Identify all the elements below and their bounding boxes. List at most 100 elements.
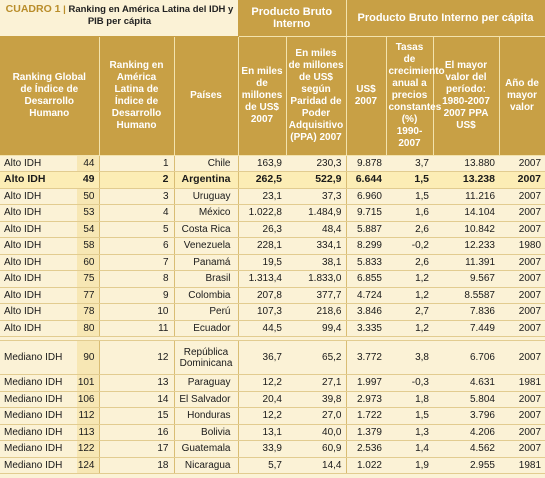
- cell-pais: Colombia: [174, 287, 239, 304]
- cell-anio: 2007: [499, 221, 545, 238]
- cell-anio: 2007: [499, 254, 545, 271]
- cell-pais: México: [174, 204, 239, 222]
- cell-nivel: Mediano IDH: [0, 457, 77, 474]
- table-row: Mediano IDH 101 13 Paraguay 12,2 27,1 1.997 -0,…: [0, 374, 545, 392]
- table-body-alto: Alto IDH 44 1 Chile 163,9 230,3 9.878 3,7 13.880…: [0, 155, 545, 337]
- cell-ranking-global: 58: [77, 237, 100, 255]
- cell-tasa: 2,7: [386, 303, 433, 321]
- cell-ranking-al: 13: [99, 374, 175, 392]
- cell-mayor-valor: 4.206: [433, 424, 499, 441]
- cell-nivel: Alto IDH: [0, 188, 77, 205]
- cell-pais: República Dominicana: [174, 340, 239, 375]
- cell-us2007: 9.878: [346, 155, 386, 172]
- cell-nivel: Mediano IDH: [0, 407, 77, 425]
- cell-mayor-valor: 11.391: [433, 254, 499, 271]
- cell-ranking-global: 60: [77, 254, 100, 271]
- cell-pib: 5,7: [238, 457, 286, 474]
- table-row: Mediano IDH 122 17 Guatemala 33,9 60,9 2.536 1,…: [0, 440, 545, 458]
- cell-tasa: 3,7: [386, 155, 433, 172]
- cell-ranking-global: 54: [77, 221, 100, 238]
- cell-pais: El Salvador: [174, 391, 239, 408]
- cell-pib: 1.022,8: [238, 204, 286, 222]
- cell-ranking-al: 17: [99, 440, 175, 458]
- table-row: Mediano IDH 124 18 Nicaragua 5,7 14,4 1.022 1,9…: [0, 457, 545, 474]
- cell-pib: 13,1: [238, 424, 286, 441]
- cell-nivel: Mediano IDH: [0, 391, 77, 408]
- cell-anio: 2007: [499, 320, 545, 337]
- cell-pib: 12,2: [238, 374, 286, 392]
- cell-ranking-global: 90: [77, 340, 100, 375]
- cell-pib-ppa: 38,1: [286, 254, 347, 271]
- header-pib-ppa: En miles de millones de US$ según Parida…: [286, 36, 347, 156]
- cell-pais: Venezuela: [174, 237, 239, 255]
- cell-pib: 23,1: [238, 188, 286, 205]
- cell-ranking-al: 6: [99, 237, 175, 255]
- cell-ranking-global: 49: [77, 171, 100, 189]
- table-row: Mediano IDH 113 16 Bolivia 13,1 40,0 1.379 1,3 4…: [0, 424, 545, 441]
- cell-tasa: 1,4: [386, 440, 433, 458]
- cell-us2007: 5.887: [346, 221, 386, 238]
- cell-us2007: 3.846: [346, 303, 386, 321]
- cell-tasa: 1,9: [386, 457, 433, 474]
- cell-us2007: 4.724: [346, 287, 386, 304]
- cell-tasa: 1,6: [386, 204, 433, 222]
- cell-ranking-global: 106: [77, 391, 100, 408]
- cell-pib: 20,4: [238, 391, 286, 408]
- cell-tasa: -0,3: [386, 374, 433, 392]
- cell-ranking-global: 53: [77, 204, 100, 222]
- cell-anio: 2007: [499, 270, 545, 288]
- header-paises: Países: [174, 36, 239, 156]
- cell-anio: 2007: [499, 340, 545, 375]
- table-row: Alto IDH 50 3 Uruguay 23,1 37,3 6.960 1,5 11.216…: [0, 188, 545, 205]
- cell-pib-ppa: 39,8: [286, 391, 347, 408]
- cell-pais: Panamá: [174, 254, 239, 271]
- cell-tasa: -0,2: [386, 237, 433, 255]
- cell-mayor-valor: 4.631: [433, 374, 499, 392]
- header-mayor-valor: El mayor valor del período: 1980-2007 20…: [433, 36, 500, 156]
- cell-nivel: Alto IDH: [0, 171, 77, 189]
- cell-mayor-valor: 13.238: [433, 171, 499, 189]
- cell-nivel: Mediano IDH: [0, 440, 77, 458]
- cell-pib-ppa: 37,3: [286, 188, 347, 205]
- cell-ranking-global: 122: [77, 440, 100, 458]
- cell-anio: 1981: [499, 457, 545, 474]
- cell-us2007: 1.379: [346, 424, 386, 441]
- cell-ranking-al: 14: [99, 391, 175, 408]
- table-gap: [0, 336, 545, 341]
- table-row: Mediano IDH 90 12 República Dominicana 36,7 6…: [0, 340, 545, 375]
- cell-nivel: Mediano IDH: [0, 340, 77, 375]
- cell-tasa: 1,5: [386, 188, 433, 205]
- cell-mayor-valor: 13.880: [433, 155, 499, 172]
- cell-tasa: 1,8: [386, 391, 433, 408]
- cell-tasa: 1,5: [386, 407, 433, 425]
- cell-nivel: Alto IDH: [0, 237, 77, 255]
- table-row: Alto IDH 75 8 Brasil 1.313,4 1.833,0 6.855 1,2 9…: [0, 270, 545, 288]
- cell-tasa: 1,5: [386, 171, 433, 189]
- cell-pais: Paraguay: [174, 374, 239, 392]
- caption-label: CUADRO 1: [5, 3, 61, 15]
- cell-anio: 2007: [499, 391, 545, 408]
- cell-ranking-global: 75: [77, 270, 100, 288]
- cell-ranking-al: 8: [99, 270, 175, 288]
- cell-pib-ppa: 60,9: [286, 440, 347, 458]
- cell-us2007: 8.299: [346, 237, 386, 255]
- cell-pib-ppa: 522,9: [286, 171, 347, 189]
- table-row: Alto IDH 49 2 Argentina 262,5 522,9 6.644 1,5 13…: [0, 171, 545, 189]
- cell-us2007: 2.536: [346, 440, 386, 458]
- cell-ranking-al: 10: [99, 303, 175, 321]
- cell-pib-ppa: 99,4: [286, 320, 347, 337]
- cell-pib: 1.313,4: [238, 270, 286, 288]
- cell-nivel: Alto IDH: [0, 204, 77, 222]
- cell-ranking-al: 1: [99, 155, 175, 172]
- cell-pib-ppa: 40,0: [286, 424, 347, 441]
- cell-tasa: 1,2: [386, 287, 433, 304]
- cell-pais: Guatemala: [174, 440, 239, 458]
- cell-nivel: Mediano IDH: [0, 424, 77, 441]
- table-row: Alto IDH 44 1 Chile 163,9 230,3 9.878 3,7 13.880…: [0, 155, 545, 172]
- cell-pib-ppa: 334,1: [286, 237, 347, 255]
- cell-anio: 2007: [499, 204, 545, 222]
- cell-pais: Uruguay: [174, 188, 239, 205]
- cell-ranking-al: 16: [99, 424, 175, 441]
- cell-pib-ppa: 1.484,9: [286, 204, 347, 222]
